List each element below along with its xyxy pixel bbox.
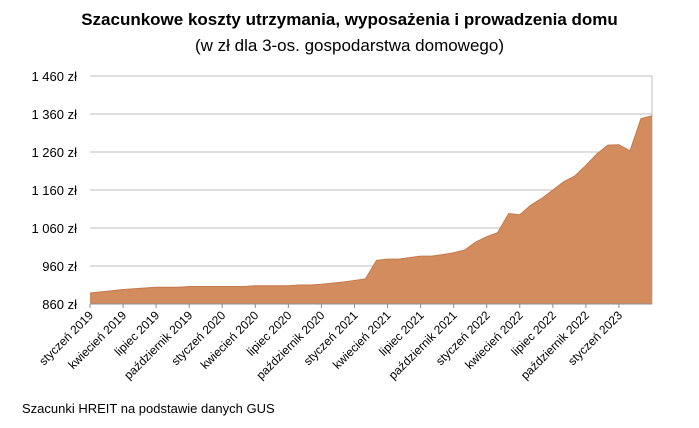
y-tick-label: 1 060 zł [31, 221, 77, 236]
area-fill [90, 115, 652, 305]
y-tick-label: 960 zł [42, 259, 77, 274]
chart-title: Szacunkowe koszty utrzymania, wyposażeni… [81, 10, 618, 29]
y-tick-label: 1 160 zł [31, 183, 77, 198]
y-tick-label: 860 zł [42, 297, 77, 312]
area-line [89, 115, 653, 294]
y-tick-label: 1 360 zł [31, 107, 77, 122]
y-tick-label: 1 460 zł [31, 69, 77, 84]
source-note: Szacunki HREIT na podstawie danych GUS [22, 401, 275, 416]
area-series [89, 115, 653, 305]
chart-subtitle: (w zł dla 3-os. gospodarstwa domowego) [195, 36, 504, 55]
y-axis: 860 zł 960 zł 1 060 zł 1 160 zł 1 260 zł 1 36… [31, 69, 77, 312]
y-tick-label: 1 260 zł [31, 145, 77, 160]
